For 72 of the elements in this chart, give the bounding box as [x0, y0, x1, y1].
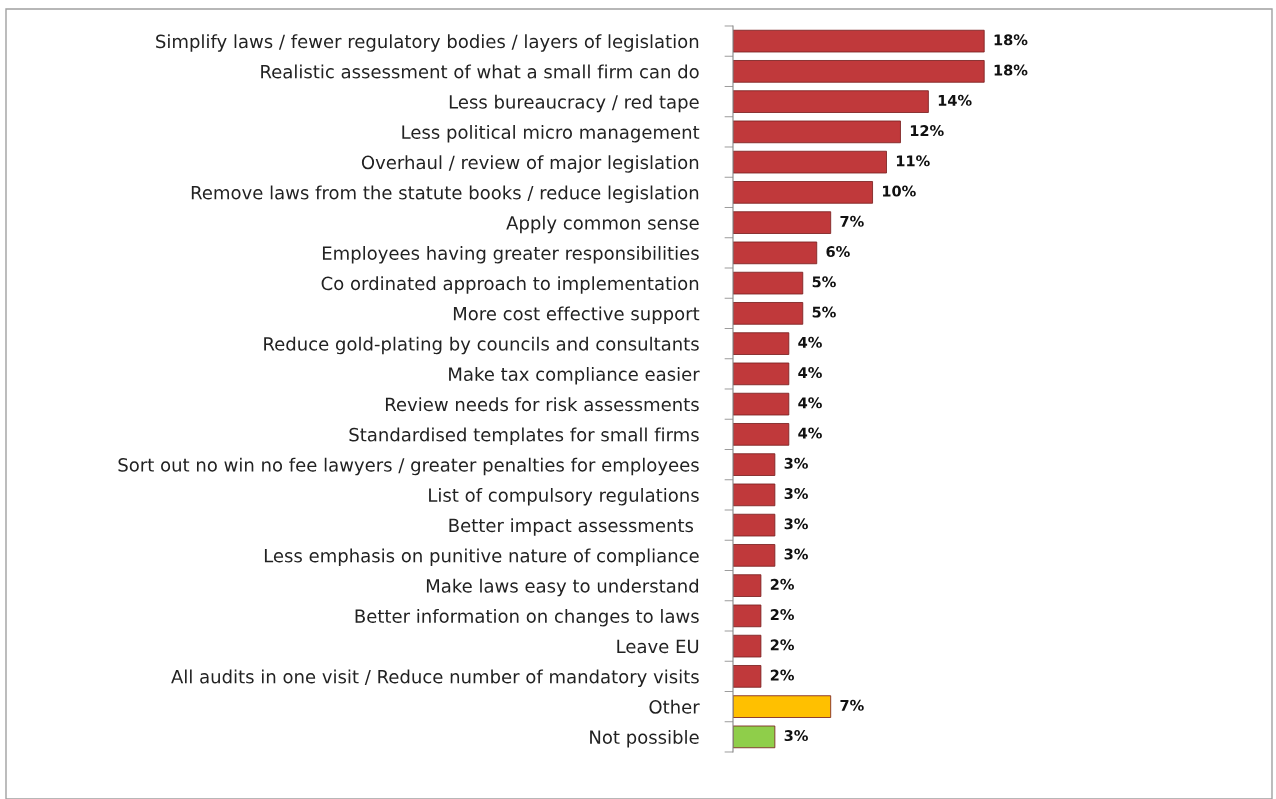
bar [733, 302, 804, 325]
y-tick-label: Standardised templates for small firms [349, 427, 699, 445]
data-label: 7% [840, 215, 864, 227]
data-label: 2% [770, 609, 794, 621]
y-tick-label: Less political micro management [402, 125, 700, 143]
y-tick-label: Better information on changes to laws [355, 609, 699, 627]
bar [733, 725, 776, 749]
bar [733, 211, 832, 234]
data-label: 18% [994, 64, 1028, 76]
y-tick-label: More cost effective support [453, 306, 700, 324]
data-label: 4% [798, 397, 822, 409]
data-label: 2% [770, 669, 794, 681]
y-tick-label: All audits in one visit / Reduce number of mandatory visits [171, 669, 699, 687]
data-label: 2% [770, 578, 794, 590]
bar [733, 150, 887, 174]
data-label: 10% [883, 185, 916, 197]
data-label: 4% [798, 427, 822, 439]
bar [733, 181, 873, 204]
bar [733, 513, 776, 537]
data-label: 3% [784, 518, 808, 530]
y-tick-label: Reduce gold-plating by councils and consultants [264, 336, 699, 355]
data-label: 14% [938, 94, 972, 106]
bar [733, 90, 929, 113]
y-tick-label: Co ordinated approach to implementation [321, 276, 699, 294]
bar [733, 332, 790, 355]
y-tick-label: List of compulsory regulations [429, 488, 699, 506]
y-tick-label: Sort out no win no fee lawyers / greater penalties for employees [118, 457, 699, 476]
bar [733, 423, 790, 446]
data-label: 12% [910, 125, 944, 137]
data-label: 4% [798, 336, 822, 348]
data-label: 18% [994, 34, 1028, 46]
y-tick-label: Leave EU [617, 639, 699, 654]
bar [733, 483, 776, 507]
y-tick-label: Overhaul / review of major legislation [361, 155, 699, 173]
y-tick-label: Simplify laws / fewer regulatory bodies / layers of legislation [156, 34, 699, 52]
bar [733, 362, 790, 386]
bar [733, 271, 804, 295]
data-label: 7% [840, 699, 864, 711]
data-label: 5% [812, 306, 836, 318]
data-label: 3% [784, 730, 808, 742]
y-tick-label: Other [649, 699, 700, 714]
bar [733, 392, 790, 416]
bar [733, 544, 776, 567]
y-tick-label: Better impact assessments [449, 518, 694, 536]
bar [733, 574, 762, 597]
bar [733, 665, 762, 688]
y-tick-label: Employees having greater responsibilities [322, 246, 699, 264]
data-label: 3% [784, 457, 808, 469]
bar [733, 604, 762, 628]
bar [733, 241, 818, 265]
y-tick-label: Less emphasis on punitive nature of compliance [264, 548, 699, 566]
y-tick-label: Make laws easy to understand [426, 578, 699, 597]
bar [733, 60, 985, 83]
y-tick-label: Not possible [590, 730, 699, 748]
data-label: 2% [770, 639, 794, 651]
y-tick-label: Less bureaucracy / red tape [449, 94, 699, 113]
data-label: 4% [798, 367, 822, 379]
bar [733, 695, 832, 718]
y-tick-label: Remove laws from the statute books / reduce legislation [191, 185, 699, 203]
data-label: 11% [896, 155, 930, 167]
data-label: 6% [826, 246, 850, 258]
data-label: 5% [812, 276, 836, 288]
y-tick-label: Realistic assessment of what a small firm can do [261, 64, 699, 79]
bar [733, 453, 776, 476]
y-tick-label: Make tax compliance easier [449, 367, 700, 385]
data-label: 3% [784, 548, 808, 560]
data-label: 3% [784, 488, 808, 500]
bar [733, 29, 985, 53]
y-tick-label: Apply common sense [506, 215, 699, 234]
bar [733, 120, 901, 144]
bar [733, 634, 762, 658]
y-tick-label: Review needs for risk assessments [385, 397, 699, 412]
